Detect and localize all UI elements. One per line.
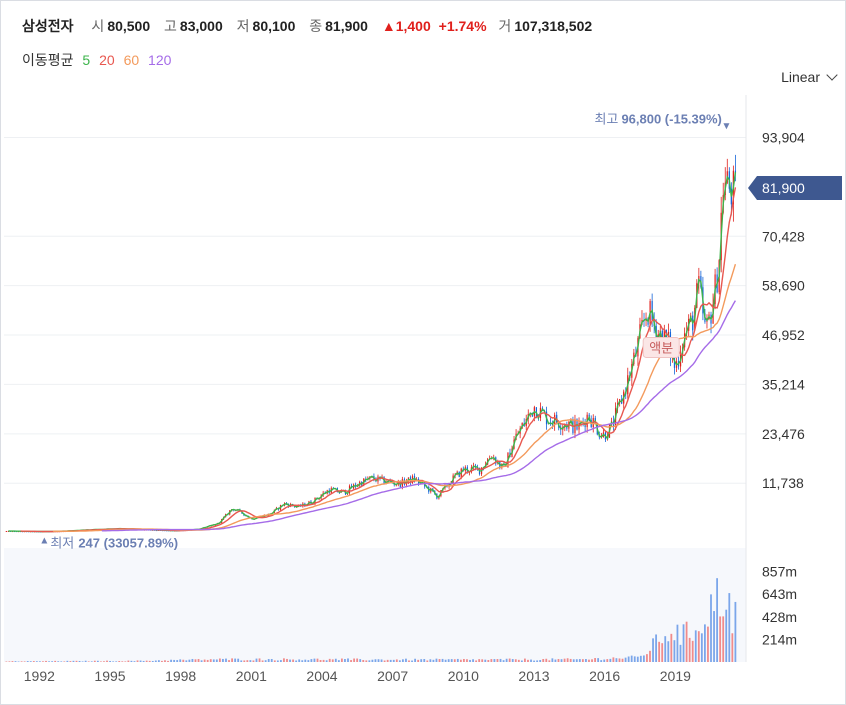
volume-pane-title: 거래량 [22, 558, 61, 574]
scale-selector[interactable]: Linear [781, 69, 838, 85]
low-label: 저 [236, 18, 250, 34]
change-percent: +1.74% [438, 18, 487, 34]
open-value: 80,500 [107, 18, 151, 34]
moving-average-legend: 이동평균 5 20 60 120 [22, 50, 176, 70]
volume-pane-label: 거래량 107,318,502 [22, 556, 143, 576]
change-arrow-icon: ▲ [381, 18, 396, 34]
close-value: 81,900 [325, 18, 368, 34]
scale-selector-label: Linear [781, 69, 820, 85]
low-value: 80,100 [252, 18, 296, 34]
ma-legend-120[interactable]: 120 [148, 52, 172, 68]
high-value: 83,000 [179, 18, 223, 34]
open-label: 시 [91, 18, 105, 34]
ma-legend-5[interactable]: 5 [82, 52, 91, 68]
volume-pane-value: 107,318,502 [64, 558, 143, 574]
ma-legend-60[interactable]: 60 [123, 52, 140, 68]
ma-legend-20[interactable]: 20 [99, 52, 115, 68]
volume-value: 107,318,502 [514, 18, 593, 34]
chevron-down-icon [826, 69, 838, 81]
quote-header: 삼성전자 시 80,500 고 83,000 저 80,100 종 81,900 ▲1,… [22, 16, 602, 36]
close-label: 종 [309, 18, 323, 34]
stock-name: 삼성전자 [22, 18, 74, 34]
volume-label: 거 [498, 18, 512, 34]
ma-legend-title: 이동평균 [22, 52, 74, 68]
high-label: 고 [164, 18, 177, 34]
change-value: 1,400 [395, 18, 431, 34]
